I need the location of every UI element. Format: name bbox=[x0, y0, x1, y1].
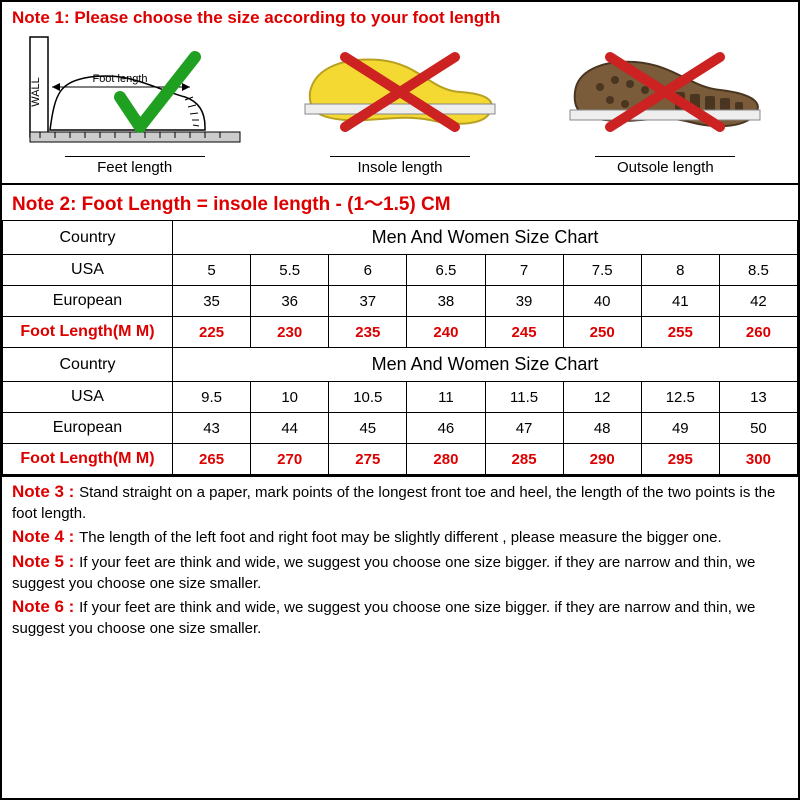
cell: 5 bbox=[173, 255, 251, 286]
cell: 290 bbox=[563, 444, 641, 475]
cell: 41 bbox=[641, 286, 719, 317]
note-6: Note 6 : If your feet are think and wide… bbox=[12, 596, 788, 639]
note-3: Note 3 : Stand straight on a paper, mark… bbox=[12, 481, 788, 524]
cell: 40 bbox=[563, 286, 641, 317]
country-label: Country bbox=[3, 348, 173, 382]
cell: 5.5 bbox=[251, 255, 329, 286]
insole-caption: Insole length bbox=[330, 156, 470, 176]
cell: 49 bbox=[641, 413, 719, 444]
foot-length-label: Foot Length(M M) bbox=[3, 444, 173, 475]
outsole-icon bbox=[555, 32, 775, 152]
cell: 8.5 bbox=[719, 255, 797, 286]
cell: 35 bbox=[173, 286, 251, 317]
table-row: USA 9.5 10 10.5 11 11.5 12 12.5 13 bbox=[3, 382, 798, 413]
european-label: European bbox=[3, 413, 173, 444]
note-3-text: Stand straight on a paper, mark points o… bbox=[12, 484, 775, 522]
table-row: USA 5 5.5 6 6.5 7 7.5 8 8.5 bbox=[3, 255, 798, 286]
wall-label: WALL bbox=[30, 77, 42, 107]
country-label: Country bbox=[3, 221, 173, 255]
cell: 295 bbox=[641, 444, 719, 475]
cell: 275 bbox=[329, 444, 407, 475]
table-row: Country Men And Women Size Chart bbox=[3, 221, 798, 255]
cell: 225 bbox=[173, 317, 251, 348]
cell: 50 bbox=[719, 413, 797, 444]
cell: 245 bbox=[485, 317, 563, 348]
cell: 46 bbox=[407, 413, 485, 444]
cell: 44 bbox=[251, 413, 329, 444]
cell: 255 bbox=[641, 317, 719, 348]
european-label: European bbox=[3, 286, 173, 317]
cell: 48 bbox=[563, 413, 641, 444]
feet-length-illustration: WALL Fo bbox=[12, 32, 257, 177]
cell: 45 bbox=[329, 413, 407, 444]
note-3-label: Note 3 : bbox=[12, 482, 79, 501]
feet-length-caption: Feet length bbox=[65, 156, 205, 176]
cell: 36 bbox=[251, 286, 329, 317]
cell: 300 bbox=[719, 444, 797, 475]
table-row: Country Men And Women Size Chart bbox=[3, 348, 798, 382]
cell: 43 bbox=[173, 413, 251, 444]
cell: 240 bbox=[407, 317, 485, 348]
cell: 12 bbox=[563, 382, 641, 413]
size-chart-table: Country Men And Women Size Chart USA 5 5… bbox=[2, 220, 798, 475]
cell: 9.5 bbox=[173, 382, 251, 413]
cell: 38 bbox=[407, 286, 485, 317]
cell: 265 bbox=[173, 444, 251, 475]
table-row: European 35 36 37 38 39 40 41 42 bbox=[3, 286, 798, 317]
note-4: Note 4 : The length of the left foot and… bbox=[12, 526, 788, 549]
cell: 6.5 bbox=[407, 255, 485, 286]
size-chart-container: Note 1: Please choose the size according… bbox=[0, 0, 800, 800]
cell: 280 bbox=[407, 444, 485, 475]
cell: 42 bbox=[719, 286, 797, 317]
cell: 250 bbox=[563, 317, 641, 348]
chart-header: Men And Women Size Chart bbox=[173, 221, 798, 255]
note-2: Note 2: Foot Length = insole length - (1… bbox=[2, 183, 798, 220]
cell: 39 bbox=[485, 286, 563, 317]
foot-length-label: Foot Length(M M) bbox=[3, 317, 173, 348]
note-5-text: If your feet are think and wide, we sugg… bbox=[12, 554, 755, 592]
cell: 47 bbox=[485, 413, 563, 444]
table-row: Foot Length(M M) 265 270 275 280 285 290… bbox=[3, 444, 798, 475]
table-row: Foot Length(M M) 225 230 235 240 245 250… bbox=[3, 317, 798, 348]
note-5: Note 5 : If your feet are think and wide… bbox=[12, 551, 788, 594]
outsole-illustration: Outsole length bbox=[543, 32, 788, 177]
cell: 11.5 bbox=[485, 382, 563, 413]
note-4-label: Note 4 : bbox=[12, 527, 79, 546]
cell: 270 bbox=[251, 444, 329, 475]
cell: 230 bbox=[251, 317, 329, 348]
cell: 12.5 bbox=[641, 382, 719, 413]
outsole-caption: Outsole length bbox=[595, 156, 735, 176]
cell: 10 bbox=[251, 382, 329, 413]
note-5-label: Note 5 : bbox=[12, 552, 79, 571]
cell: 10.5 bbox=[329, 382, 407, 413]
foot-length-arrow-label: Foot length bbox=[92, 73, 147, 85]
cell: 11 bbox=[407, 382, 485, 413]
note-6-text: If your feet are think and wide, we sugg… bbox=[12, 599, 755, 637]
note-6-label: Note 6 : bbox=[12, 597, 79, 616]
cell: 7 bbox=[485, 255, 563, 286]
chart-header: Men And Women Size Chart bbox=[173, 348, 798, 382]
cell: 235 bbox=[329, 317, 407, 348]
illustration-row: WALL Fo bbox=[2, 32, 798, 183]
cell: 37 bbox=[329, 286, 407, 317]
foot-measure-icon: WALL Fo bbox=[20, 32, 250, 152]
note-4-text: The length of the left foot and right fo… bbox=[79, 529, 722, 546]
cell: 8 bbox=[641, 255, 719, 286]
cell: 285 bbox=[485, 444, 563, 475]
cell: 6 bbox=[329, 255, 407, 286]
usa-label: USA bbox=[3, 382, 173, 413]
table-row: European 43 44 45 46 47 48 49 50 bbox=[3, 413, 798, 444]
cell: 13 bbox=[719, 382, 797, 413]
cell: 7.5 bbox=[563, 255, 641, 286]
cell: 260 bbox=[719, 317, 797, 348]
insole-icon bbox=[290, 32, 510, 152]
notes-section: Note 3 : Stand straight on a paper, mark… bbox=[2, 475, 798, 646]
insole-illustration: Insole length bbox=[277, 32, 522, 177]
note-1: Note 1: Please choose the size according… bbox=[2, 2, 798, 32]
usa-label: USA bbox=[3, 255, 173, 286]
